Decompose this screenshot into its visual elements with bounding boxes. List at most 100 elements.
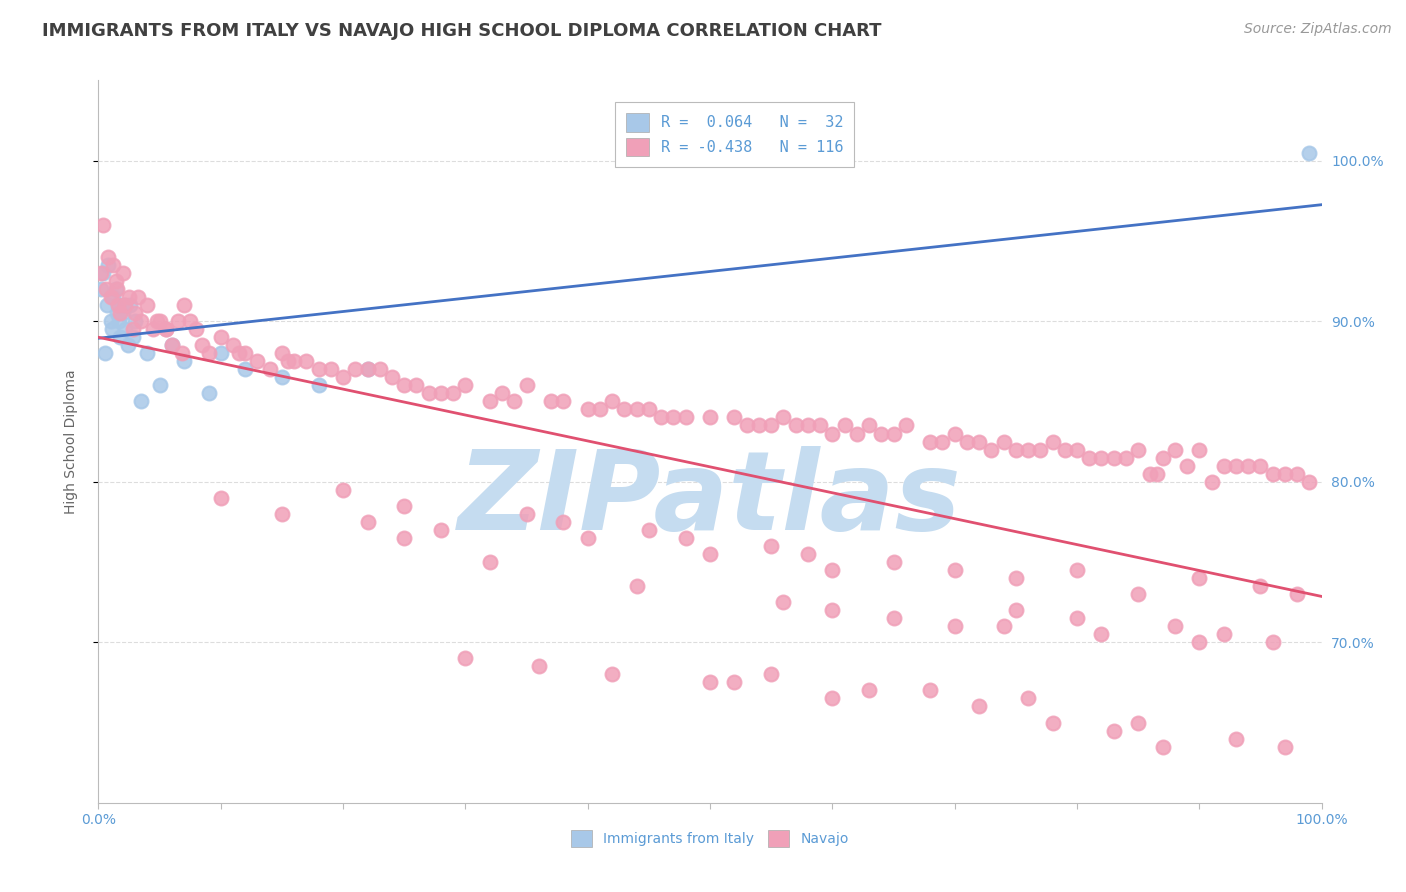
Point [105,282,128,296]
Point [662,410,685,425]
Point [90,266,112,280]
Point [527,659,550,673]
Point [576,531,599,545]
Point [626,402,648,417]
Point [1102,450,1125,465]
Point [516,507,538,521]
Point [1261,467,1284,481]
Point [821,691,844,706]
Point [797,418,820,433]
Point [553,394,575,409]
Point [179,314,201,328]
Point [858,683,880,698]
Point [104,274,127,288]
Point [356,362,378,376]
Point [454,378,477,392]
Point [96,298,118,312]
Point [1017,691,1039,706]
Point [1237,458,1260,473]
Point [1152,739,1174,754]
Point [1102,723,1125,738]
Point [100,290,122,304]
Point [117,338,139,352]
Point [110,330,132,344]
Point [967,699,990,714]
Point [858,418,880,433]
Point [105,306,128,320]
Point [600,667,623,681]
Point [430,523,453,537]
Point [1042,715,1064,730]
Point [1004,442,1026,457]
Point [1286,587,1309,601]
Point [356,515,378,529]
Point [392,531,416,545]
Point [173,354,195,368]
Point [149,314,172,328]
Point [637,402,661,417]
Point [894,418,917,433]
Point [160,338,183,352]
Point [124,306,146,320]
Point [993,434,1015,449]
Point [943,426,966,441]
Point [356,362,378,376]
Point [1053,442,1076,457]
Point [129,314,152,328]
Point [392,378,416,392]
Point [540,394,562,409]
Point [1042,434,1064,449]
Point [772,595,794,609]
Point [1115,450,1137,465]
Point [233,346,256,360]
Point [491,386,513,401]
Point [167,314,190,328]
Point [108,314,131,328]
Point [173,298,195,312]
Point [845,426,868,441]
Point [124,314,146,328]
Point [97,258,120,272]
Point [723,675,745,690]
Point [1201,475,1223,489]
Point [101,258,124,272]
Point [101,290,124,304]
Point [821,563,844,577]
Point [1078,450,1101,465]
Point [1139,467,1161,481]
Point [1017,442,1039,457]
Point [761,539,783,553]
Point [209,346,232,360]
Point [197,346,219,360]
Point [1146,467,1168,481]
Point [146,314,169,328]
Point [1175,458,1198,473]
Point [1066,442,1088,457]
Point [589,402,612,417]
Point [97,250,120,264]
Point [155,322,177,336]
Point [1188,571,1211,585]
Point [259,362,281,376]
Point [381,370,404,384]
Point [107,298,129,312]
Point [956,434,979,449]
Point [155,322,177,336]
Text: ZIPatlas: ZIPatlas [458,446,962,553]
Point [107,298,129,312]
Point [91,266,114,280]
Legend: Immigrants from Italy, Navajo: Immigrants from Italy, Navajo [565,822,855,854]
Point [650,410,672,425]
Point [748,418,770,433]
Point [1188,442,1211,457]
Point [478,394,501,409]
Point [127,290,149,304]
Point [111,306,134,320]
Point [943,563,966,577]
Text: IMMIGRANTS FROM ITALY VS NAVAJO HIGH SCHOOL DIPLOMA CORRELATION CHART: IMMIGRANTS FROM ITALY VS NAVAJO HIGH SCH… [42,22,882,40]
Point [699,547,721,561]
Point [1090,450,1112,465]
Point [1004,603,1026,617]
Point [675,531,697,545]
Point [222,338,245,352]
